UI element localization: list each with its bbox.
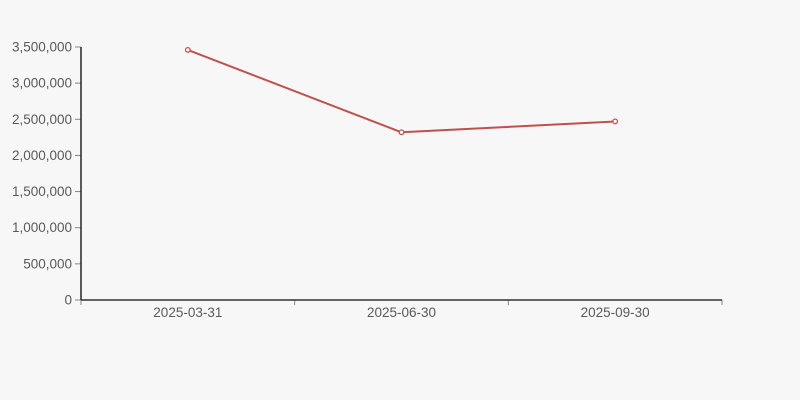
y-tick-label: 1,000,000 bbox=[12, 220, 72, 235]
y-axis-labels: 0 500,000 1,000,000 1,500,000 2,000,000 2,500… bbox=[12, 40, 72, 308]
axis-lines bbox=[80, 47, 722, 301]
data-point-marker[interactable] bbox=[612, 118, 619, 125]
data-point-marker[interactable] bbox=[398, 129, 405, 136]
x-tick-label: 2025-09-30 bbox=[581, 305, 650, 320]
x-axis-ticks bbox=[80, 300, 723, 305]
y-tick-label: 500,000 bbox=[23, 256, 72, 271]
x-tick-label: 2025-03-31 bbox=[153, 305, 222, 320]
y-tick-label: 2,000,000 bbox=[12, 148, 72, 163]
y-tick-label: 2,500,000 bbox=[12, 112, 72, 127]
series-line bbox=[186, 48, 617, 134]
y-tick-label: 1,500,000 bbox=[12, 184, 72, 199]
y-tick-label: 3,000,000 bbox=[12, 76, 72, 91]
x-tick-label: 2025-06-30 bbox=[367, 305, 436, 320]
x-axis-labels: 2025-03-31 2025-06-30 2025-09-30 bbox=[153, 305, 649, 320]
data-point-markers bbox=[184, 46, 619, 136]
data-series bbox=[186, 48, 617, 134]
y-tick-label: 3,500,000 bbox=[12, 40, 72, 55]
y-axis-ticks bbox=[75, 46, 81, 301]
data-point-marker[interactable] bbox=[184, 46, 191, 53]
y-tick-label: 0 bbox=[64, 293, 72, 308]
